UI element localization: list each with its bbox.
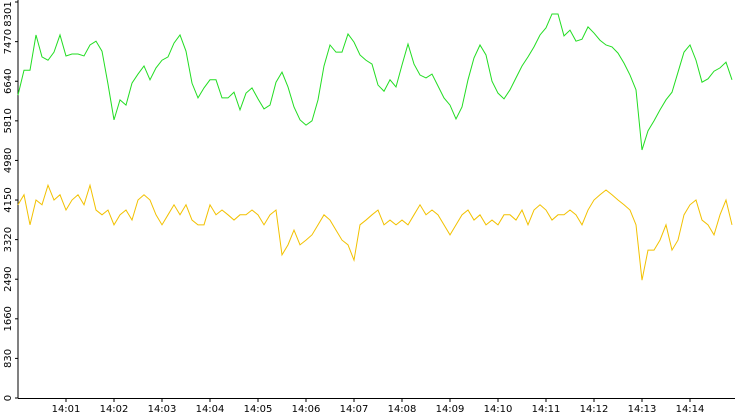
x-tick-label: 14:10: [484, 404, 513, 415]
y-tick-label: 0: [3, 395, 14, 401]
x-tick-label: 14:08: [388, 404, 417, 415]
x-tick-label: 14:12: [580, 404, 609, 415]
x-tick-label: 14:06: [292, 404, 321, 415]
x-tick-label: 14:07: [340, 404, 369, 415]
series-line: [17, 183, 733, 281]
y-tick-label: 6640: [3, 69, 14, 94]
x-tick-label: 14:14: [676, 404, 705, 415]
y-tick-label: 1660: [3, 306, 14, 331]
series-line: [17, 13, 733, 151]
y-tick-label: 3320: [3, 227, 14, 252]
y-tick-label: 4150: [3, 187, 14, 212]
x-tick-label: 14:01: [52, 404, 81, 415]
x-tick-label: 14:04: [196, 404, 225, 415]
y-tick-label: 5810: [3, 108, 14, 133]
x-tick-label: 14:03: [148, 404, 177, 415]
y-tick-label: 8301: [3, 1, 14, 26]
x-tick-label: 14:09: [436, 404, 465, 415]
y-tick-label: 830: [3, 349, 14, 368]
y-tick-label: 7470: [3, 29, 14, 54]
x-tick-label: 14:13: [628, 404, 657, 415]
x-tick-label: 14:02: [100, 404, 129, 415]
x-tick-label: 14:11: [532, 404, 561, 415]
y-tick-label: 2490: [3, 266, 14, 291]
y-tick-label: 4980: [3, 148, 14, 173]
x-tick-label: 14:05: [244, 404, 273, 415]
